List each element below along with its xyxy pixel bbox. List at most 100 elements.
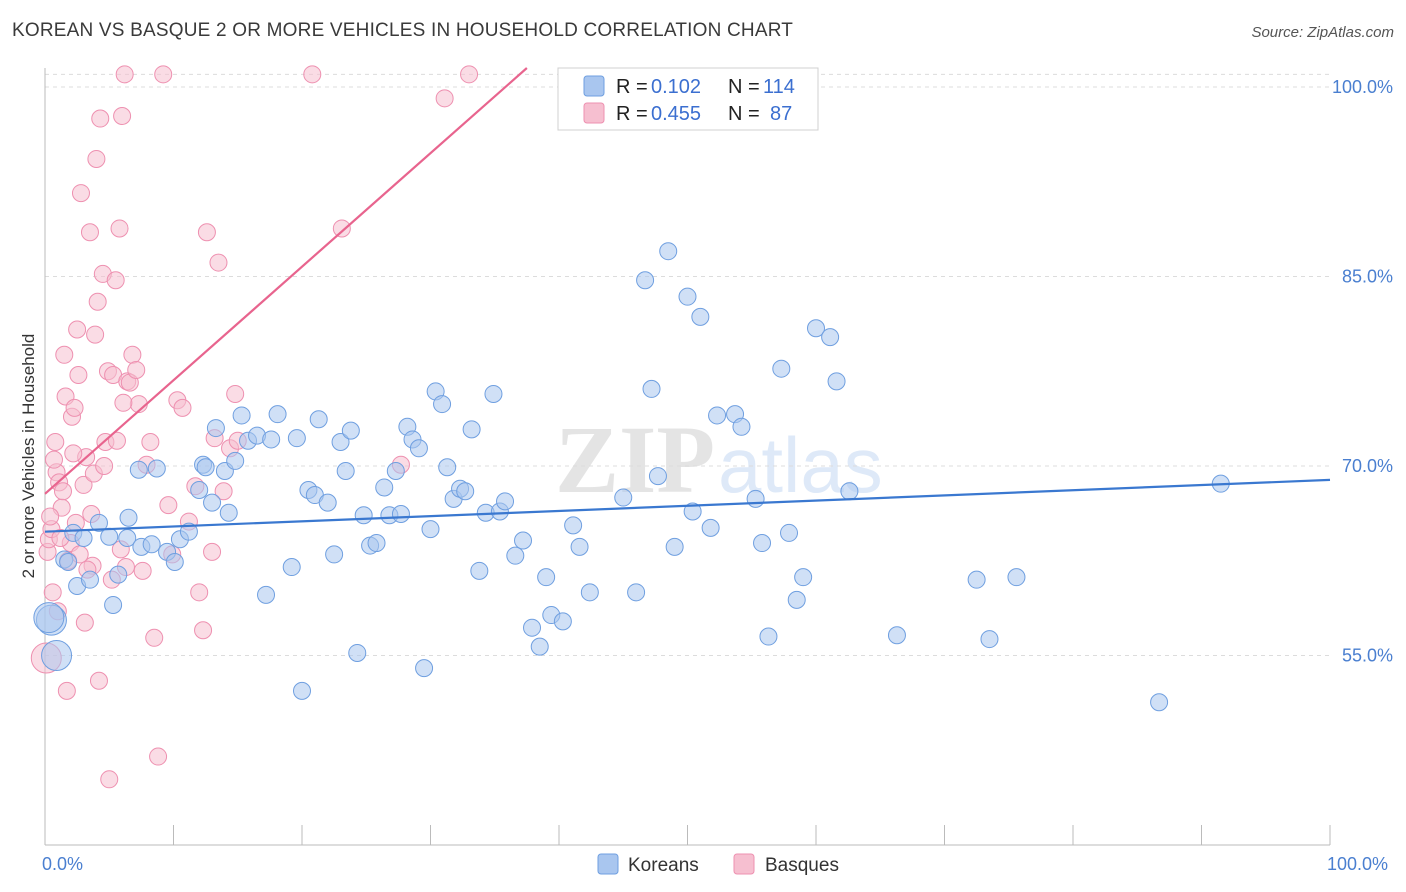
basque-point [55, 345, 74, 364]
korean-point [104, 595, 123, 614]
korean-point [409, 439, 428, 458]
korean-point [325, 545, 344, 564]
basque-point [100, 770, 119, 789]
korean-point [375, 478, 394, 497]
korean-point [331, 432, 350, 451]
basque-point [303, 65, 322, 84]
bottom-legend-korean-label: Koreans [628, 855, 699, 876]
legend: R = 0.102 N = 114 R = 0.455 N = 87 [557, 67, 819, 131]
basque-point [71, 184, 90, 203]
korean-point [142, 535, 161, 554]
korean-point [268, 405, 287, 424]
legend-korean-n-label: N = [728, 76, 760, 98]
basque-point [203, 542, 222, 561]
korean-point [421, 520, 440, 539]
korean-point [659, 242, 678, 261]
bottom-legend: Koreans Basques [597, 853, 839, 876]
korean-point [196, 458, 215, 477]
y-tick-labels: 55.0% 70.0% 85.0% 100.0% [1332, 77, 1393, 666]
legend-korean-swatch [583, 75, 605, 97]
korean-point [496, 492, 515, 511]
source-credit: Source: ZipAtlas.com [1251, 24, 1394, 41]
korean-point [780, 523, 799, 542]
basque-point [332, 219, 351, 238]
x-tick-label-min: 0.0% [42, 854, 83, 874]
korean-point [118, 528, 137, 547]
basque-point [123, 345, 142, 364]
basque-point [88, 292, 107, 311]
legend-basque-r-label: R = [616, 103, 648, 125]
korean-point [232, 406, 251, 425]
basque-point [127, 360, 146, 379]
bottom-legend-basque-label: Basques [765, 855, 839, 876]
basque-point [46, 432, 65, 451]
basque-point [74, 475, 93, 494]
basque-point [435, 89, 454, 108]
basque-point [86, 325, 105, 344]
korean-point [537, 568, 556, 587]
basque-point [114, 393, 133, 412]
korean-point [514, 531, 533, 550]
korean-point [119, 508, 138, 527]
korean-point [701, 518, 720, 537]
korean-point [840, 482, 859, 501]
korean-point [348, 643, 367, 662]
bottom-legend-basque-swatch [733, 853, 755, 875]
basque-point [41, 507, 60, 526]
legend-korean-r-label: R = [616, 76, 648, 98]
x-tick-marks [44, 825, 1331, 845]
korean-point [341, 421, 360, 440]
korean-point [732, 417, 751, 436]
basque-point [149, 747, 168, 766]
basque-point [209, 253, 228, 272]
korean-point [74, 528, 93, 547]
korean-point [506, 546, 525, 565]
korean-point [570, 537, 589, 556]
basque-point [80, 223, 99, 242]
korean-point [665, 537, 684, 556]
legend-korean-n-value: 114 [763, 76, 795, 98]
korean-point [648, 467, 667, 486]
basque-point [115, 65, 134, 84]
legend-basque-swatch [583, 102, 605, 124]
korean-point [415, 659, 434, 678]
chart-title: KOREAN VS BASQUE 2 OR MORE VEHICLES IN H… [12, 20, 794, 41]
korean-point [433, 395, 452, 414]
basque-point [91, 109, 110, 128]
y-axis-title: 2 or more Vehicles in Household [19, 334, 38, 579]
korean-point [821, 328, 840, 347]
korean-point [484, 384, 503, 403]
korean-point [59, 552, 78, 571]
korean-point [226, 451, 245, 470]
korean-point [967, 570, 986, 589]
korean-point [354, 506, 373, 525]
korean-point [772, 359, 791, 378]
korean-point [386, 462, 405, 481]
basque-point [68, 320, 87, 339]
korean-point [708, 406, 727, 425]
korean-point [318, 493, 337, 512]
basque-point [95, 456, 114, 475]
korean-point [293, 681, 311, 700]
korean-point [807, 319, 825, 338]
korean-point [787, 590, 806, 609]
korean-point [282, 558, 301, 577]
korean-point [109, 565, 128, 584]
basque-point [110, 219, 129, 238]
korean-point [190, 480, 209, 499]
korean-point [614, 488, 633, 507]
korean-point [1150, 693, 1169, 712]
bottom-legend-korean-swatch [597, 853, 619, 875]
basque-point [145, 628, 164, 647]
korean-point [456, 482, 475, 501]
y-tick-label-55: 55.0% [1342, 645, 1393, 665]
korean-point [100, 527, 119, 546]
korean-point [80, 570, 99, 589]
basque-point [133, 561, 152, 580]
korean-point [980, 630, 999, 649]
basque-point [64, 444, 83, 463]
korean-point [746, 489, 765, 508]
y-tick-label-85: 85.0% [1342, 266, 1393, 286]
watermark: ZIP atlas [555, 406, 883, 513]
